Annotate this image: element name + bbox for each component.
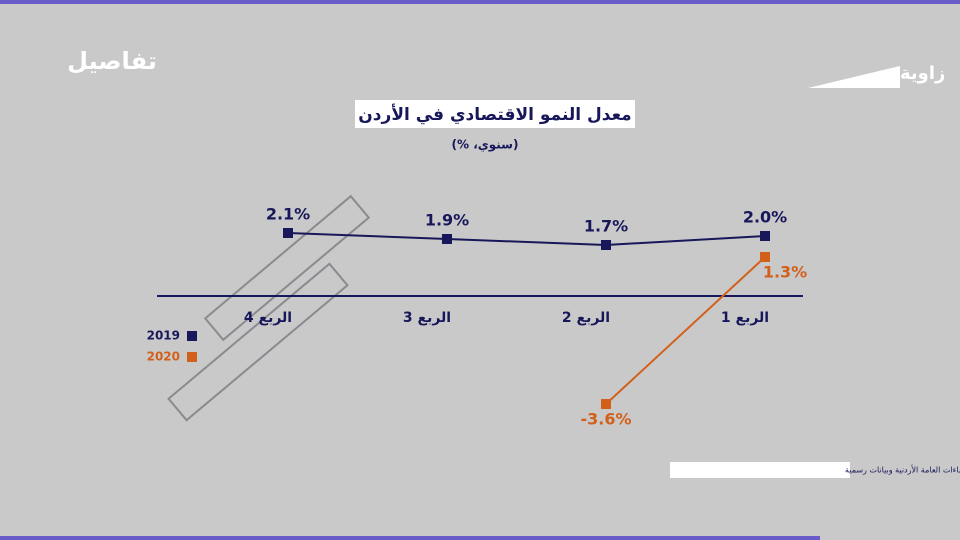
x-tick-label: الربع 1 <box>721 310 769 326</box>
data-label: -3.6% <box>580 410 631 429</box>
legend-swatch <box>187 331 197 341</box>
chart-subtitle: (سنوي، %) <box>452 138 519 153</box>
point <box>601 399 611 409</box>
data-label: 1.9% <box>425 211 469 230</box>
top-border <box>0 0 960 4</box>
chart-title: معدل النمو الاقتصادي في الأردن <box>358 104 631 125</box>
x-tick-label: الربع 4 <box>244 310 292 326</box>
source: دائرة الإحصاءات العامة الأردنية وبيانات … <box>845 465 960 476</box>
legend-label: 2020 <box>147 350 180 364</box>
source-box <box>670 462 850 478</box>
series-line <box>605 256 766 405</box>
bottom-border <box>0 536 820 540</box>
x-tick-label: الربع 2 <box>562 310 610 326</box>
point <box>601 240 611 250</box>
legend-swatch <box>187 352 197 362</box>
title-box <box>355 100 635 128</box>
point <box>283 228 293 238</box>
decoration <box>167 194 371 422</box>
point <box>442 234 452 244</box>
x-tick-label: الربع 3 <box>403 310 451 326</box>
point <box>760 252 770 262</box>
legend-label: 2019 <box>147 329 180 343</box>
data-label: 2.1% <box>266 205 310 224</box>
data-label: 1.7% <box>584 217 628 236</box>
data-label: 1.3% <box>763 263 807 282</box>
point <box>760 231 770 241</box>
series-line <box>287 232 766 247</box>
logo-shape <box>808 66 900 88</box>
brand: تفاصيل <box>67 47 157 75</box>
data-label: 2.0% <box>743 208 787 227</box>
logo: زاوية <box>900 63 945 84</box>
